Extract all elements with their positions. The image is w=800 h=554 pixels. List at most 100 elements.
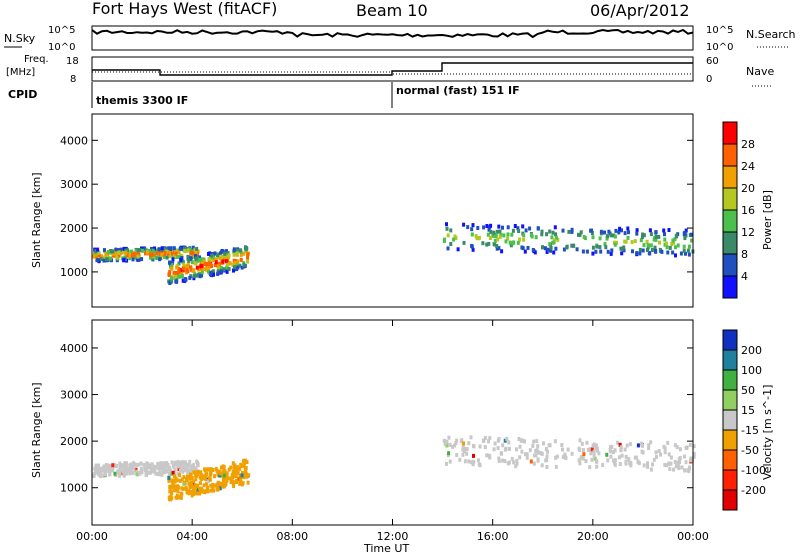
data-cell — [182, 468, 186, 473]
data-cell — [95, 468, 99, 473]
data-cell — [495, 244, 499, 248]
data-cell — [175, 248, 179, 253]
data-cell — [472, 453, 475, 458]
data-cell — [496, 446, 500, 451]
data-cell — [536, 458, 540, 463]
data-cell — [562, 247, 566, 252]
data-cell — [171, 485, 175, 489]
data-cell — [554, 464, 558, 469]
data-cell — [178, 246, 182, 251]
data-cell — [489, 223, 493, 228]
data-cell — [463, 459, 467, 464]
data-cell — [603, 230, 606, 235]
data-cell — [155, 248, 159, 253]
data-cell — [133, 255, 137, 260]
data-cell — [620, 228, 623, 233]
data-cell — [119, 247, 123, 252]
data-cell — [196, 256, 200, 261]
data-cell — [231, 461, 235, 466]
data-cell — [640, 441, 644, 446]
data-cell — [551, 230, 555, 235]
colorbar-tick-label: -200 — [741, 484, 766, 497]
data-cell — [238, 473, 242, 478]
data-cell — [488, 236, 492, 240]
data-cell — [138, 471, 142, 476]
data-cell — [245, 246, 249, 251]
data-cell — [452, 237, 456, 242]
data-cell — [203, 490, 207, 495]
data-cell — [684, 251, 687, 256]
data-cell — [448, 459, 452, 464]
data-cell — [586, 448, 590, 452]
data-cell — [591, 251, 595, 256]
data-cell — [171, 251, 174, 256]
data-cell — [216, 252, 219, 257]
data-cell — [585, 440, 589, 445]
data-cell — [487, 241, 491, 246]
data-cell — [137, 257, 141, 262]
data-cell — [521, 224, 525, 229]
data-cell — [92, 254, 96, 259]
data-cell — [210, 253, 214, 258]
data-cell — [504, 446, 508, 451]
data-cell — [533, 250, 537, 255]
data-cell — [603, 242, 607, 247]
data-cell — [134, 249, 138, 253]
data-cell — [183, 249, 187, 254]
data-cell — [151, 252, 155, 257]
data-cell — [565, 244, 569, 249]
data-cell — [172, 464, 176, 469]
data-feature-1 — [167, 458, 251, 502]
data-feature-0 — [92, 459, 200, 479]
data-cell — [236, 259, 240, 264]
data-cell — [675, 460, 679, 465]
data-cell — [524, 452, 527, 457]
data-cell — [640, 235, 644, 239]
data-cell — [205, 471, 209, 476]
data-cell — [154, 471, 158, 476]
data-cell — [498, 234, 502, 239]
data-cell — [547, 443, 551, 448]
data-cell — [232, 265, 236, 270]
freq-label-1: Freq. — [24, 54, 49, 65]
data-cell — [536, 444, 540, 449]
data-cell — [171, 260, 175, 265]
data-cell — [619, 448, 623, 453]
data-cell — [195, 459, 199, 464]
data-cell — [563, 452, 567, 457]
data-cell — [232, 484, 236, 489]
data-cell — [104, 255, 108, 260]
data-cell — [141, 248, 145, 253]
colorbar-tick-label: 4 — [741, 270, 748, 283]
data-cell — [117, 253, 121, 258]
data-cell — [190, 475, 194, 480]
power-panel: Slant Range [km] 1000 2000 3000 4000 4 8 12 16… — [30, 113, 774, 308]
data-cell — [185, 268, 189, 273]
data-cell — [202, 262, 206, 266]
colorbar-segment — [723, 390, 737, 411]
data-cell — [475, 236, 479, 241]
data-cell — [194, 466, 198, 471]
data-cell — [682, 248, 686, 253]
nsearch-label: N.Search — [746, 28, 796, 41]
data-cell — [207, 257, 211, 262]
data-cell — [101, 467, 105, 471]
data-cell — [683, 468, 687, 473]
data-cell — [687, 244, 691, 249]
data-cell — [235, 251, 239, 256]
data-cell — [185, 468, 189, 473]
data-cell — [194, 486, 198, 491]
data-cell — [540, 463, 544, 468]
data-cell — [245, 460, 249, 465]
data-cell — [209, 483, 213, 488]
data-cell — [228, 476, 232, 481]
data-cell — [168, 281, 172, 285]
data-cell — [572, 243, 575, 248]
data-cell — [589, 451, 593, 456]
data-cell — [190, 260, 194, 265]
data-cell — [160, 246, 164, 251]
data-cell — [170, 496, 174, 501]
data-cell — [209, 263, 213, 268]
data-cell — [445, 461, 448, 466]
